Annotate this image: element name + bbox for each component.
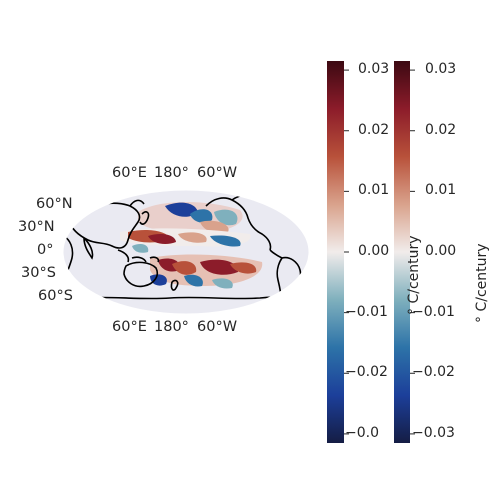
- colorbar-tick-label: 0.03: [425, 61, 457, 78]
- colorbar-tick-label: −0.02: [345, 364, 388, 381]
- colorbars: [327, 61, 415, 443]
- colorbar-tick-label: 0.00: [358, 243, 390, 259]
- bottom-lon-label: 60°E: [112, 319, 147, 335]
- top-lon-label: 60°E: [112, 165, 147, 181]
- colorbar-tick-label: 0.00: [425, 243, 457, 259]
- lat-label: 0°: [37, 242, 54, 258]
- colorbar-tick-label: 0.02: [425, 121, 457, 138]
- map-outline: [62, 189, 310, 315]
- colorbar-tick-label: 0.02: [358, 121, 390, 138]
- map-globe: [63, 190, 309, 314]
- colorbar-tick-label: −0.01: [345, 303, 388, 320]
- colorbar-label: ° C/century: [474, 243, 490, 323]
- colorbar-tick-label: −0.03: [412, 424, 455, 441]
- colorbar-tick-label: −0.0: [345, 424, 379, 441]
- top-lon-label: 60°W: [197, 165, 238, 181]
- top-lon-label: 180°: [154, 165, 189, 181]
- colorbar-tick-label: −0.02: [412, 364, 455, 381]
- colorbar-tick-label: 0.01: [425, 182, 457, 199]
- lat-label: 60°N: [36, 196, 73, 212]
- bottom-lon-label: 60°W: [197, 319, 238, 335]
- temperature-trend-field: [120, 202, 263, 289]
- lat-label: 30°S: [21, 265, 56, 281]
- lat-label: 30°N: [18, 219, 55, 235]
- colorbar-2: [394, 61, 410, 443]
- colorbar-1: [327, 61, 344, 443]
- colorbar-tick-label: −0.01: [412, 303, 455, 320]
- bottom-lon-label: 180°: [154, 319, 189, 335]
- lat-label: 60°S: [38, 288, 73, 304]
- colorbar-tick-label: 0.03: [358, 61, 390, 78]
- colorbar-tick-label: 0.01: [358, 182, 390, 199]
